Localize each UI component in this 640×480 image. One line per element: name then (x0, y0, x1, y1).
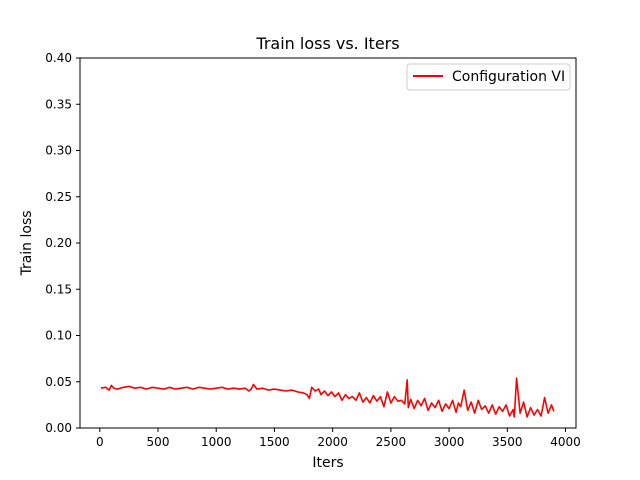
y-axis-label: Train loss (19, 210, 35, 276)
plot-layer (100, 377, 555, 418)
x-tick-label: 500 (147, 435, 170, 449)
y-tick-label: 0.10 (45, 329, 72, 343)
y-tick-label: 0.05 (45, 375, 72, 389)
tick-layer: 0 500 1000 1500 2000 2500 3000 3500 4000 0.00 0.05… (45, 51, 581, 449)
chart-title: Train loss vs. Iters (255, 34, 399, 53)
x-tick-label: 2000 (317, 435, 348, 449)
x-tick-label: 1500 (259, 435, 290, 449)
y-tick-label: 0.20 (45, 236, 72, 250)
y-tick-label: 0.30 (45, 144, 72, 158)
legend: Configuration VI (406, 63, 571, 91)
x-tick-label: 4000 (550, 435, 581, 449)
legend-box (406, 63, 571, 91)
y-tick-label: 0.15 (45, 282, 72, 296)
x-tick-label: 0 (96, 435, 104, 449)
y-tick-label: 0.40 (45, 51, 72, 65)
y-tick-label: 0.00 (45, 421, 72, 435)
x-tick-label: 1000 (201, 435, 232, 449)
x-tick-label: 2500 (376, 435, 407, 449)
x-tick-label: 3000 (434, 435, 465, 449)
y-tick-label: 0.35 (45, 97, 72, 111)
x-tick-label: 3500 (492, 435, 523, 449)
plot-frame (79, 57, 577, 429)
series-line-0 (100, 377, 555, 418)
x-axis-label: Iters (312, 455, 343, 471)
y-tick-label: 0.25 (45, 190, 72, 204)
legend-label: Configuration VI (452, 69, 565, 85)
